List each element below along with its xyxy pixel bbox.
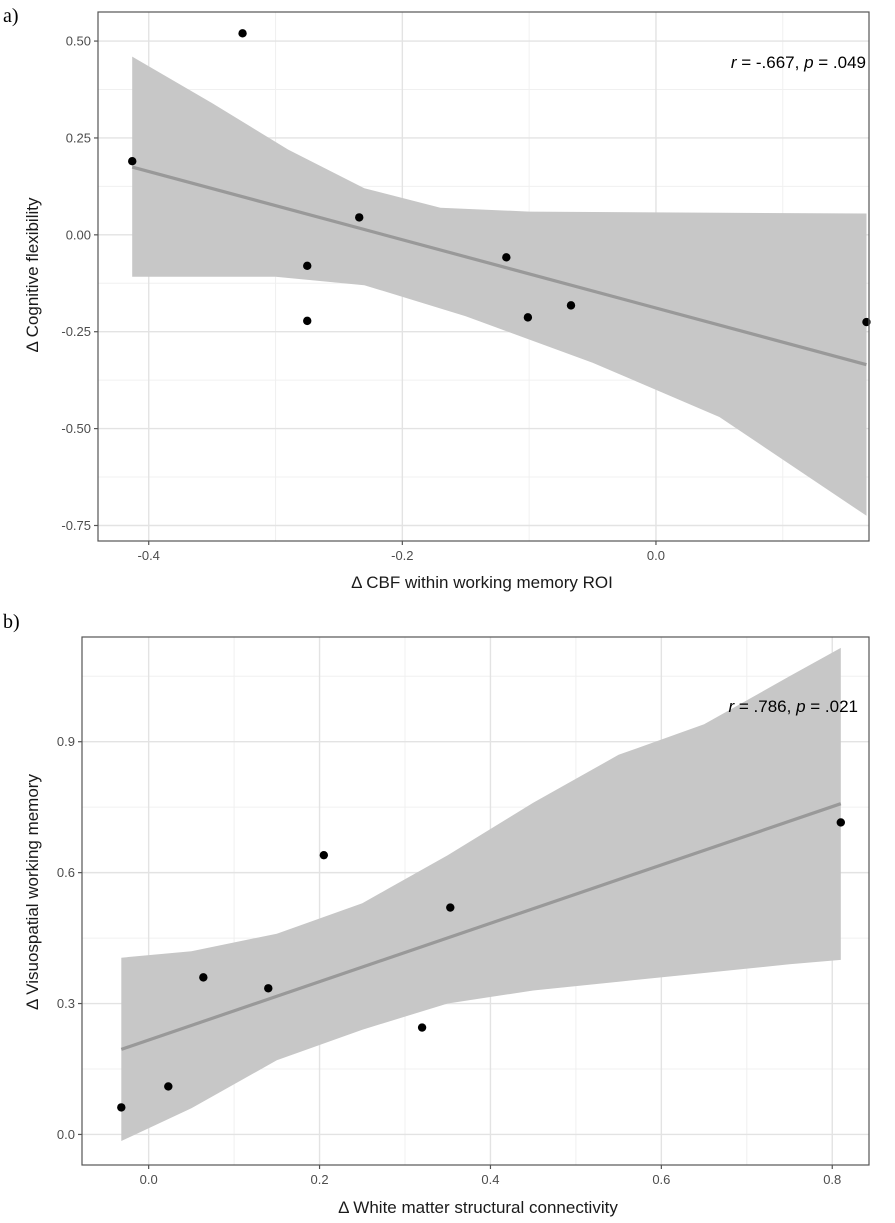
r-value: = .786, (734, 697, 796, 716)
regression-line (131, 165, 867, 367)
x-tick-label: -0.2 (391, 548, 413, 563)
confidence-band (121, 647, 841, 1141)
data-point (164, 1082, 173, 1091)
plot-border (81, 636, 870, 1166)
data-point (303, 316, 312, 326)
y-tick-label: 0.6 (57, 865, 75, 880)
data-point (117, 1103, 126, 1112)
p-value: = .021 (806, 697, 858, 716)
y-axis-title-b: Δ Visuospatial working memory (23, 774, 42, 1010)
confidence-band (132, 56, 867, 516)
y-tick-label: 0.00 (66, 227, 91, 242)
x-tick-label: 0.4 (481, 1172, 499, 1187)
y-tick-label: 0.25 (66, 130, 91, 145)
y-tick-label: 0.0 (57, 1127, 75, 1142)
data-point (446, 903, 455, 912)
y-axis-title-a: Δ Cognitive flexibility (23, 197, 42, 352)
y-tick-label: 0.9 (57, 734, 75, 749)
p-value: = .049 (814, 53, 866, 72)
y-tick-label: 0.50 (66, 34, 91, 49)
x-tick-label: 0.2 (311, 1172, 329, 1187)
y-tick-label: 0.3 (57, 996, 75, 1011)
data-point (238, 29, 247, 38)
data-point (502, 253, 511, 262)
panel-label-b: b) (3, 611, 20, 633)
data-point (199, 973, 208, 982)
x-tick-label: -0.4 (138, 548, 160, 563)
y-tick-label: -0.50 (61, 421, 91, 436)
data-point (303, 261, 312, 271)
data-point (355, 213, 364, 222)
panel-a: -0.4 -0.2 0.0 0.50 0.25 0.00 -0.25 -0.50 -0.75 a… (3, 5, 871, 592)
data-point (566, 301, 576, 310)
plot-border (97, 11, 870, 542)
x-tick-label: 0.8 (823, 1172, 841, 1187)
data-point (523, 313, 533, 322)
regression-line (120, 802, 842, 1051)
y-tick-label: -0.25 (61, 324, 91, 339)
r-symbol: r (728, 697, 735, 716)
x-axis-title-b: Δ White matter structural connectivity (338, 1198, 618, 1217)
data-point (128, 157, 137, 166)
p-symbol: p (795, 697, 805, 716)
x-tick-label: 0.6 (652, 1172, 670, 1187)
panel-label-a: a) (3, 5, 19, 27)
panel-b: 0.0 0.2 0.4 0.6 0.8 0.0 0.3 0.6 0.9 b) r = .786,… (3, 611, 870, 1217)
x-tick-label: 0.0 (647, 548, 665, 563)
data-point (417, 1023, 427, 1032)
plot-area: 0.0 0.2 0.4 0.6 0.8 0.0 0.3 0.6 0.9 (57, 636, 870, 1187)
y-tick-label: -0.75 (61, 518, 91, 533)
data-point (319, 850, 329, 860)
x-tick-label: 0.0 (140, 1172, 158, 1187)
plot-area: -0.4 -0.2 0.0 0.50 0.25 0.00 -0.25 -0.50 -0.75 (61, 11, 871, 563)
data-point (264, 984, 273, 993)
x-axis-title-a: Δ CBF within working memory ROI (351, 573, 613, 592)
correlation-annotation-b: r = .786, p = .021 (728, 697, 858, 716)
correlation-annotation-a: r = -.667, p = .049 (731, 53, 866, 72)
data-point (836, 818, 846, 827)
r-symbol: r (731, 53, 738, 72)
p-symbol: p (803, 53, 813, 72)
r-value: = -.667, (736, 53, 804, 72)
